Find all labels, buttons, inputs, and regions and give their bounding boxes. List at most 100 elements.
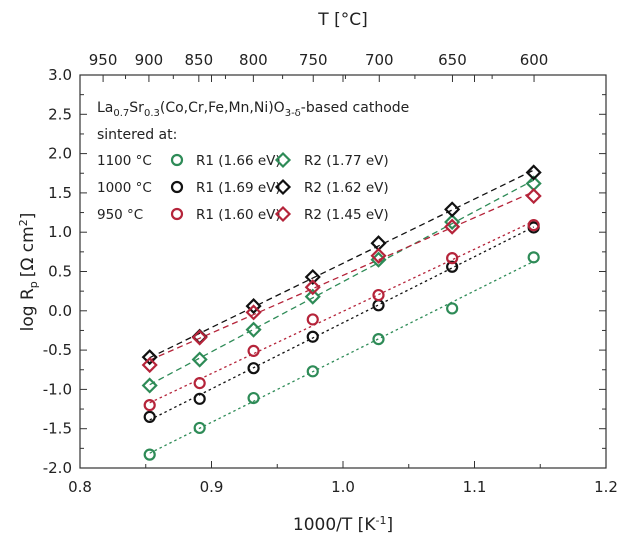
x-tick-label: 1.2 bbox=[594, 478, 618, 496]
y-tick-label: 0.5 bbox=[48, 263, 72, 281]
y-tick-label: 2.0 bbox=[48, 145, 72, 163]
data-point-diamond bbox=[141, 377, 158, 394]
data-point-circle bbox=[193, 421, 206, 435]
data-point-diamond bbox=[304, 279, 321, 296]
annotation-body: (Co,Cr,Fe,Mn,Ni)O bbox=[160, 100, 285, 116]
data-point-diamond bbox=[191, 329, 208, 346]
annotation-line-2: sintered at: bbox=[97, 127, 177, 143]
data-point-circle bbox=[527, 251, 540, 264]
x-axis-title-main: 1000/T [K bbox=[293, 515, 376, 535]
data-point-circle bbox=[446, 302, 459, 315]
data-point-circle bbox=[306, 330, 319, 343]
x-tick-label: 0.8 bbox=[68, 478, 92, 496]
y-tick-label: -2.0 bbox=[43, 459, 72, 477]
fit-line bbox=[149, 226, 534, 421]
top-tick-label: 600 bbox=[520, 51, 549, 69]
top-tick-label: 950 bbox=[89, 51, 118, 69]
top-tick-label: 750 bbox=[299, 51, 328, 69]
x-axis-title-sup: -1 bbox=[375, 514, 386, 527]
data-point-diamond bbox=[370, 247, 387, 264]
data-point-circle bbox=[372, 332, 385, 346]
legend-series-label: R2 (1.45 eV) bbox=[304, 207, 389, 223]
legend-marker bbox=[274, 178, 292, 196]
data-point-diamond bbox=[444, 201, 461, 218]
x-tick-label: 1.1 bbox=[463, 478, 487, 496]
y-tick-label: 1.5 bbox=[48, 184, 72, 202]
data-point-diamond bbox=[245, 304, 262, 321]
top-tick-label: 700 bbox=[365, 51, 394, 69]
y-axis-title-main: log R bbox=[18, 288, 38, 331]
data-point-circle bbox=[446, 260, 459, 273]
y-axis-title-unit: [Ω cm bbox=[18, 226, 38, 277]
data-point-circle bbox=[247, 391, 260, 405]
data-point-circle bbox=[143, 448, 156, 461]
y-tick-label: 3.0 bbox=[48, 66, 72, 84]
data-point-circle bbox=[372, 288, 385, 302]
legend-marker bbox=[170, 180, 184, 194]
data-point-circle bbox=[143, 410, 156, 424]
data-point-circle bbox=[143, 399, 156, 412]
y-tick-label: 2.5 bbox=[48, 105, 72, 123]
x-tick-label: 0.9 bbox=[200, 478, 224, 496]
data-markers bbox=[141, 164, 542, 461]
y-axis-title-unit-end: ] bbox=[18, 213, 38, 220]
data-point-circle bbox=[193, 392, 206, 405]
data-point-diamond bbox=[141, 356, 158, 374]
data-point-circle bbox=[193, 377, 206, 390]
legend: 1100 °C R1 (1.66 eV) R2 (1.77 eV) 1000 °C R1… bbox=[97, 151, 389, 223]
data-point-circle bbox=[247, 344, 260, 357]
y-tick-label: -1.0 bbox=[43, 380, 72, 398]
data-point-circle bbox=[247, 362, 260, 375]
data-point-diamond bbox=[304, 288, 321, 305]
y-tick-label: 1.0 bbox=[48, 223, 72, 241]
data-point-diamond bbox=[304, 268, 321, 286]
data-point-circle bbox=[446, 252, 459, 265]
legend-marker bbox=[274, 151, 292, 169]
legend-group-label: 950 °C bbox=[97, 207, 143, 223]
data-point-diamond bbox=[141, 349, 158, 366]
fit-line bbox=[149, 260, 534, 454]
fit-line bbox=[149, 220, 534, 404]
y-axis-title: log Rp [Ω cm2] bbox=[17, 213, 40, 332]
legend-marker bbox=[274, 205, 292, 223]
annotation-sr: Sr bbox=[129, 100, 144, 116]
annotation-o-sub: 3-δ bbox=[285, 108, 301, 119]
legend-series-label: R1 (1.60 eV) bbox=[196, 207, 281, 223]
legend-marker bbox=[170, 153, 184, 167]
x-axis-title: 1000/T [K-1] bbox=[293, 514, 393, 535]
top-axis-title: T [°C] bbox=[317, 10, 367, 30]
legend-series-label: R1 (1.66 eV) bbox=[196, 153, 281, 169]
top-tick-label: 800 bbox=[239, 51, 268, 69]
axes: 0.8 0.9 1.0 1.1 1.2 -2.0 -1.5 -1.0 -0.5 0.0 0.5 1.0… bbox=[43, 51, 618, 496]
y-tick-label: -0.5 bbox=[43, 341, 72, 359]
annotation-suffix: -based cathode bbox=[301, 100, 409, 116]
annotation-la-sub: 0.7 bbox=[113, 108, 129, 119]
data-point-circle bbox=[372, 299, 385, 312]
fit-line bbox=[149, 179, 534, 386]
annotation-sr-sub: 0.3 bbox=[144, 108, 160, 119]
top-tick-label: 850 bbox=[184, 51, 213, 69]
data-point-diamond bbox=[525, 164, 542, 181]
top-tick-label: 900 bbox=[135, 51, 164, 69]
data-point-diamond bbox=[444, 213, 461, 231]
fit-lines bbox=[149, 169, 534, 454]
legend-group-label: 1100 °C bbox=[97, 153, 152, 169]
data-point-circle bbox=[306, 313, 319, 326]
data-point-diamond bbox=[245, 298, 262, 315]
legend-series-label: R2 (1.62 eV) bbox=[304, 180, 389, 196]
legend-marker bbox=[170, 207, 184, 221]
legend-series-label: R1 (1.69 eV) bbox=[196, 180, 281, 196]
y-tick-label: -1.5 bbox=[43, 420, 72, 438]
annotation-line-1: La0.7Sr0.3(Co,Cr,Fe,Mn,Ni)O3-δ-based cat… bbox=[97, 100, 409, 119]
y-tick-label: 0.0 bbox=[48, 302, 72, 320]
fit-line bbox=[149, 169, 534, 359]
y-axis-title-sub: p bbox=[27, 281, 40, 288]
data-point-circle bbox=[306, 365, 319, 378]
y-axis-title-unit-sup: 2 bbox=[17, 219, 30, 226]
annotation-la: La bbox=[97, 100, 113, 116]
legend-series-label: R2 (1.77 eV) bbox=[304, 153, 389, 169]
x-tick-label: 1.0 bbox=[331, 478, 355, 496]
data-point-diamond bbox=[245, 321, 262, 338]
data-point-diamond bbox=[525, 187, 542, 205]
